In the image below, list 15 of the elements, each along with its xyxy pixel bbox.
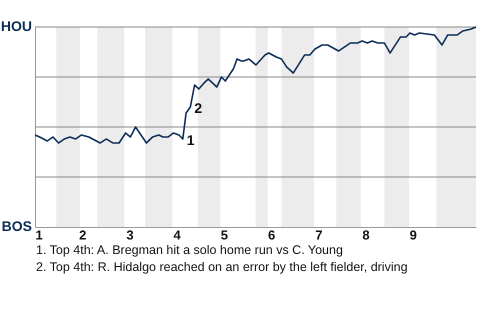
- text: HOU: [0, 18, 32, 34]
- x-tick-label: 1: [36, 228, 43, 242]
- x-tick-label: 8: [362, 228, 370, 242]
- text: 2. Top 4th: R. Hidalgo reached on an error by the left fielder, driving: [36, 259, 409, 276]
- x-tick-label: 4: [174, 228, 182, 242]
- annotation: 1: [186, 132, 195, 148]
- x-tick-label: 5: [220, 228, 228, 242]
- text: BOS: [2, 218, 32, 234]
- x-tick-label: 9: [410, 228, 417, 242]
- x-tick-label: 2: [79, 228, 86, 242]
- x-tick-label: 6: [268, 228, 276, 242]
- x-tick-label: 3: [126, 228, 134, 242]
- text: 1. Top 4th: A. Bregman hit a solo home run vs C. Young: [36, 242, 344, 259]
- x-tick-label: 7: [315, 228, 322, 242]
- annotation: 2: [194, 100, 202, 116]
